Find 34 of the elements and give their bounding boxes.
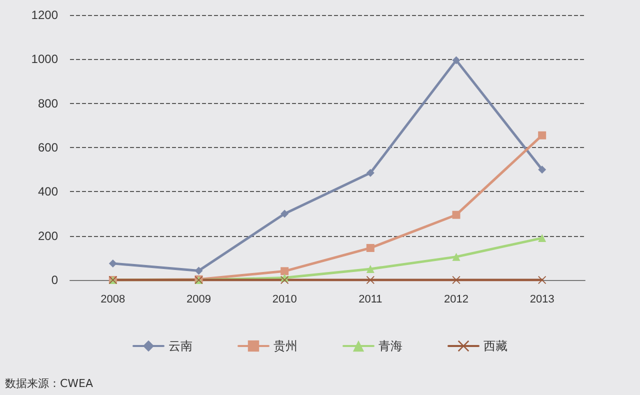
point xyxy=(366,244,374,252)
point xyxy=(280,276,289,284)
legend-label: 贵州 xyxy=(274,339,298,353)
x-tick-label: 2011 xyxy=(358,294,382,306)
y-tick-label: 1200 xyxy=(31,8,58,22)
point xyxy=(538,276,546,284)
y-tick-label: 800 xyxy=(38,96,58,110)
legend-label: 青海 xyxy=(378,339,402,353)
source-note: 数据来源：CWEA xyxy=(5,377,94,390)
legend-label: 云南 xyxy=(168,339,192,353)
point xyxy=(452,56,460,64)
x-tick-label: 2008 xyxy=(100,294,126,306)
y-tick-label: 1000 xyxy=(31,52,58,66)
y-tick-label: 600 xyxy=(38,140,58,154)
point xyxy=(538,131,546,140)
x-tick-label: 2009 xyxy=(186,294,211,306)
x-tick-label: 2010 xyxy=(272,294,297,306)
point xyxy=(452,252,460,261)
x-tick-label: 2012 xyxy=(444,294,468,306)
point xyxy=(366,264,374,273)
point xyxy=(108,259,117,268)
point xyxy=(280,210,289,218)
point xyxy=(452,210,460,219)
point xyxy=(366,168,374,177)
point xyxy=(194,266,203,275)
point xyxy=(538,166,546,174)
y-tick-label: 200 xyxy=(38,228,58,243)
legend-label: 西藏 xyxy=(484,339,508,353)
y-tick-label: 0 xyxy=(51,273,58,287)
point xyxy=(538,234,546,242)
y-tick-label: 400 xyxy=(38,184,58,199)
point xyxy=(366,276,374,284)
point xyxy=(280,267,289,276)
x-tick-label: 2013 xyxy=(530,294,554,306)
